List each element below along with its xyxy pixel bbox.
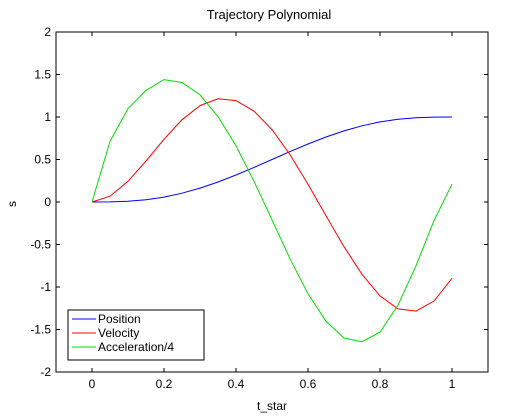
series-line-position xyxy=(91,116,453,203)
y-axis: -2 -1.5 -1 -0.5 0 0.5 1 1.5 2 xyxy=(30,25,488,379)
y-tick-label: 1 xyxy=(44,110,51,124)
series-line-acceleration-4 xyxy=(91,79,453,343)
y-tick-label: 2 xyxy=(44,25,51,39)
y-tick-label: -1.5 xyxy=(30,323,51,337)
x-tick-label: 0.4 xyxy=(228,377,245,391)
x-tick-label: 0.2 xyxy=(156,377,173,391)
legend-label-acceleration-4: Acceleration/4 xyxy=(98,340,174,354)
legend-label-position: Position xyxy=(98,312,141,326)
series-line-velocity xyxy=(91,98,453,312)
chart-title: Trajectory Polynomial xyxy=(207,7,332,22)
y-tick-label: 0.5 xyxy=(34,153,51,167)
x-tick-label: 0.8 xyxy=(372,377,389,391)
y-axis-label: s xyxy=(5,201,19,207)
legend-label-velocity: Velocity xyxy=(98,326,139,340)
y-tick-label: -0.5 xyxy=(30,238,51,252)
series-layer xyxy=(91,79,453,343)
y-tick-label: -2 xyxy=(40,365,51,379)
x-tick-label: 0 xyxy=(89,377,96,391)
y-tick-label: 1.5 xyxy=(34,68,51,82)
y-tick-label: -1 xyxy=(40,280,51,294)
x-tick-label: 1 xyxy=(449,377,456,391)
legend-box xyxy=(67,309,205,361)
x-axis-label: t_star xyxy=(257,399,287,413)
x-tick-label: 0.6 xyxy=(300,377,317,391)
x-axis: 0 0.2 0.4 0.6 0.8 1 xyxy=(89,32,456,391)
y-tick-label: 0 xyxy=(44,195,51,209)
